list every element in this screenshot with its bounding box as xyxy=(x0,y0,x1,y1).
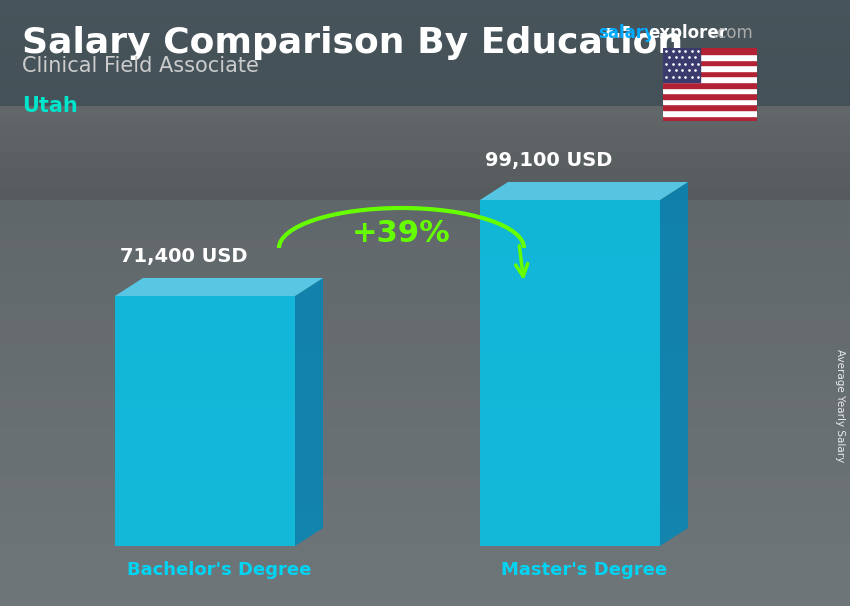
Bar xyxy=(663,110,756,116)
Text: Bachelor's Degree: Bachelor's Degree xyxy=(127,561,311,579)
Bar xyxy=(0,0,850,106)
Text: salary: salary xyxy=(598,24,654,42)
Polygon shape xyxy=(480,182,688,200)
Bar xyxy=(663,99,756,104)
Bar xyxy=(663,65,756,71)
Bar xyxy=(663,48,700,82)
Bar xyxy=(663,88,756,93)
Bar xyxy=(663,104,756,110)
Text: Utah: Utah xyxy=(22,96,77,116)
Text: explorer: explorer xyxy=(648,24,727,42)
Text: 99,100 USD: 99,100 USD xyxy=(485,151,612,170)
Polygon shape xyxy=(660,182,688,546)
Polygon shape xyxy=(115,278,323,296)
Text: .com: .com xyxy=(712,24,753,42)
Text: Salary Comparison By Education: Salary Comparison By Education xyxy=(22,26,683,60)
Bar xyxy=(663,76,756,82)
Polygon shape xyxy=(115,296,295,546)
Bar xyxy=(663,116,756,121)
Text: +39%: +39% xyxy=(352,219,450,248)
Text: 71,400 USD: 71,400 USD xyxy=(120,247,247,266)
Bar xyxy=(663,59,756,65)
FancyArrowPatch shape xyxy=(516,246,528,276)
Text: Master's Degree: Master's Degree xyxy=(501,561,667,579)
Polygon shape xyxy=(295,278,323,546)
Text: Clinical Field Associate: Clinical Field Associate xyxy=(22,56,259,76)
Bar xyxy=(663,93,756,99)
Bar xyxy=(663,71,756,76)
Bar xyxy=(663,48,756,54)
Polygon shape xyxy=(480,200,660,546)
Text: Average Yearly Salary: Average Yearly Salary xyxy=(835,350,845,462)
Bar xyxy=(663,54,756,59)
Bar xyxy=(663,82,756,88)
